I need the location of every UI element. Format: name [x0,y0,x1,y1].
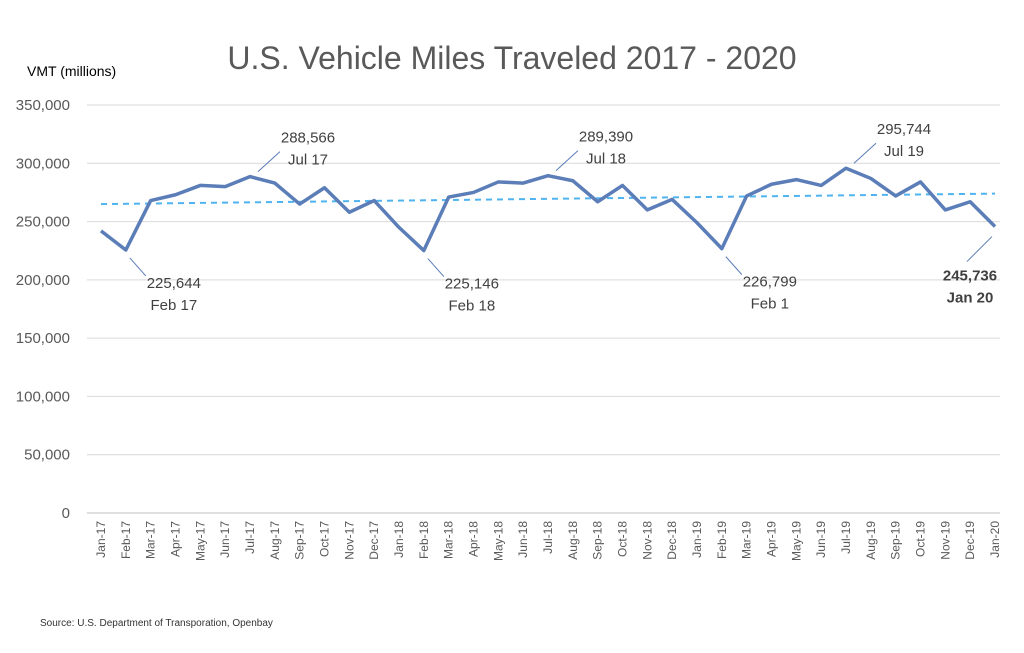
y-tick-label: 100,000 [16,388,70,405]
x-tick-label: Mar-17 [144,521,158,559]
x-tick-label: Jun-19 [814,521,828,558]
y-tick-label: 150,000 [16,330,70,347]
y-tick-label: 50,000 [24,447,70,464]
annotation-leader [257,151,281,172]
annotation-value: 288,566 [281,130,335,147]
x-tick-label: Jan-20 [988,521,1002,558]
annotation-leader [725,256,743,275]
annotation-label: Jan 20 [947,290,994,307]
annotation-value: 295,744 [877,121,931,138]
annotation-leader [129,257,147,277]
x-tick-label: Mar-18 [442,521,456,559]
x-tick-label: Feb-17 [119,521,133,559]
x-tick-label: Nov-17 [342,521,356,560]
x-tick-label: Sep-18 [591,521,605,560]
annotation-leader [966,236,993,262]
x-tick-label: Jul-17 [243,521,257,554]
x-tick-label: Mar-19 [740,521,754,559]
annotation-value: 289,390 [579,129,633,146]
annotation-label: Jul 18 [586,151,626,168]
x-tick-label: Dec-18 [665,521,679,560]
x-tick-label: Oct-17 [318,521,332,557]
x-tick-label: Nov-18 [640,521,654,560]
y-tick-label: 250,000 [16,214,70,231]
annotation-leader [427,258,445,277]
x-tick-label: Feb-19 [715,521,729,559]
y-tick-label: 0 [62,505,70,522]
x-tick-label: Jun-18 [516,521,530,558]
x-tick-label: Aug-17 [268,521,282,560]
x-tick-label: Apr-18 [467,521,481,557]
x-tick-label: Jan-18 [392,521,406,558]
annotation-label: Feb 1 [751,296,789,313]
y-tick-label: 200,000 [16,272,70,289]
x-tick-label: Apr-17 [169,521,183,557]
x-tick-label: Sep-17 [293,521,307,560]
annotation-label: Feb 18 [448,298,495,315]
annotation-value: 225,146 [445,276,499,293]
x-tick-label: Feb-18 [417,521,431,559]
annotation-value: 225,644 [147,275,201,292]
x-tick-label: Aug-18 [566,521,580,560]
x-tick-label: Oct-19 [914,521,928,557]
annotation-leader [853,142,877,164]
x-tick-label: Jul-19 [839,521,853,554]
annotation-value: 226,799 [743,274,797,291]
x-tick-label: Oct-18 [616,521,630,557]
y-tick-label: 350,000 [16,97,70,114]
series-line [99,166,997,253]
y-axis-label: VMT (millions) [27,63,117,79]
x-tick-label: Jul-18 [541,521,555,554]
x-tick-label: Dec-19 [963,521,977,560]
annotation-value: 245,736 [943,268,997,285]
x-tick-label: Jan-19 [690,521,704,558]
annotation-leader [555,150,579,172]
x-tick-label: May-19 [789,521,803,561]
x-tick-label: May-17 [193,521,207,561]
x-tick-label: Apr-19 [765,521,779,557]
annotation-label: Feb 17 [150,297,197,314]
x-tick-label: Nov-19 [938,521,952,560]
chart-title: U.S. Vehicle Miles Traveled 2017 - 2020 [227,40,797,76]
x-tick-label: Sep-19 [889,521,903,560]
x-tick-label: Dec-17 [367,521,381,560]
source-note: Source: U.S. Department of Transporation… [40,618,273,629]
y-tick-label: 300,000 [16,155,70,172]
annotation-label: Jul 17 [288,152,328,169]
x-tick-label: Jun-17 [218,521,232,558]
x-tick-label: Aug-19 [864,521,878,560]
trendline [100,192,996,206]
annotation-label: Jul 19 [884,143,924,160]
x-tick-label: Jan-17 [94,521,108,558]
x-tick-label: May-18 [491,521,505,561]
